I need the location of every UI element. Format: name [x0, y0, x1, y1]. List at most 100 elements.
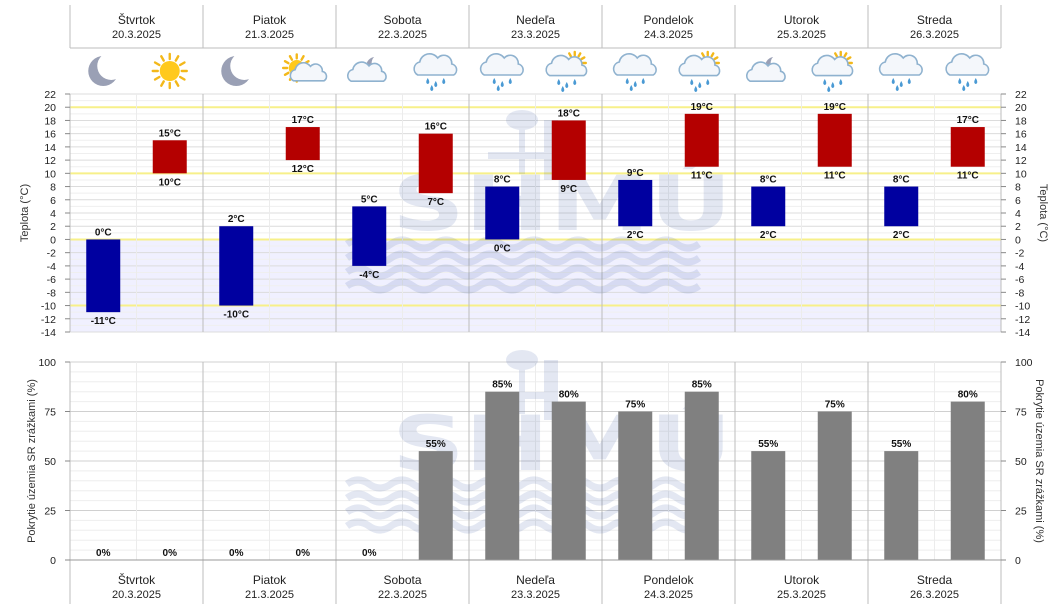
day-precip-bar	[418, 451, 453, 560]
day-date-top: 21.3.2025	[245, 29, 294, 41]
cloud-shape	[479, 53, 524, 76]
temp-tick-label-right: 8	[1015, 182, 1021, 194]
temp-tick-label-right: 18	[1015, 115, 1027, 127]
temp-tick-label-right: -6	[1015, 274, 1024, 286]
rain-drop	[698, 82, 702, 88]
night-precip-label: 0%	[96, 548, 111, 559]
temp-tick-label-left: 10	[44, 168, 56, 180]
rain-drop	[966, 81, 970, 87]
precip-tick-label-right: 0	[1015, 555, 1021, 567]
day-date-bottom: 20.3.2025	[112, 589, 161, 601]
day-temp-bar	[817, 113, 852, 167]
temp-tick-label-left: 8	[50, 182, 56, 194]
rain-drop	[895, 85, 899, 91]
rain-drop	[974, 78, 978, 84]
rain-drop	[891, 78, 895, 84]
day-date-top: 25.3.2025	[777, 29, 826, 41]
night-precip-bar	[618, 411, 653, 560]
precip-tick-label-left: 50	[44, 456, 56, 468]
sun-ray	[160, 80, 165, 87]
sun-ray	[300, 55, 305, 61]
sun-ray	[580, 56, 586, 61]
rain-drop	[557, 79, 561, 85]
temp-tick-label-left: 12	[44, 155, 56, 167]
night-max-label: 8°C	[760, 175, 777, 186]
day-temp-bar	[152, 140, 187, 174]
temp-tick-label-right: 6	[1015, 195, 1021, 207]
sun-ray	[577, 52, 582, 58]
sun-rain-cloud-icon	[811, 50, 854, 92]
day-max-label: 16°C	[425, 122, 447, 133]
watermark-wave	[344, 278, 702, 294]
rain-drop	[827, 86, 831, 92]
sun-disc	[159, 61, 180, 81]
day-name-top: Piatok	[253, 13, 287, 27]
temp-tick-label-left: 18	[44, 115, 56, 127]
day-min-label: 11°C	[824, 171, 846, 182]
night-min-label: 0°C	[494, 243, 511, 254]
day-date-top: 22.3.2025	[378, 29, 427, 41]
rain-drop	[706, 79, 710, 85]
watermark-cup	[506, 110, 538, 130]
cloud-shape	[811, 54, 854, 77]
day-name-top: Utorok	[784, 13, 820, 27]
temp-tick-label-right: -4	[1015, 261, 1024, 273]
rain-drop	[426, 78, 430, 84]
temp-tick-label-right: 0	[1015, 234, 1021, 246]
rain-drop	[573, 79, 577, 85]
night-precip-label: 85%	[492, 380, 512, 391]
day-name-bottom: Streda	[917, 573, 953, 587]
sun-ray	[178, 61, 186, 67]
night-precip-label: 55%	[758, 439, 778, 450]
night-max-label: 5°C	[361, 194, 378, 205]
night-max-label: 8°C	[494, 175, 511, 186]
night-precip-label: 0%	[362, 548, 377, 559]
night-min-label: -4°C	[359, 270, 379, 281]
day-min-label: 11°C	[691, 171, 713, 182]
sun-ray	[843, 52, 848, 58]
temp-tick-label-left: 6	[50, 195, 56, 207]
rain-cloud-icon	[945, 53, 990, 91]
watermark-wave	[344, 236, 702, 252]
rain-drop	[629, 85, 633, 91]
night-temp-bar	[219, 226, 254, 306]
day-precip-bar	[684, 391, 719, 560]
cloud-shape	[545, 54, 588, 77]
temp-axis-title-right: Teplota (°C)	[1037, 184, 1049, 242]
day-headers: Štvrtok 20.3.2025 Štvrtok 20.3.2025 Piatok 21…	[112, 12, 959, 601]
sun-ray	[153, 61, 161, 67]
night-temp-bar	[884, 186, 919, 227]
day-min-label: 11°C	[957, 171, 979, 182]
rain-drop	[442, 78, 446, 84]
watermark-arm	[488, 152, 556, 159]
moon-cloud-icon	[746, 54, 788, 82]
day-name-bottom: Utorok	[784, 573, 820, 587]
rain-drop	[694, 86, 698, 92]
day-max-label: 17°C	[292, 115, 314, 126]
weather-icons	[88, 50, 990, 92]
sun-ray	[160, 55, 165, 62]
rain-drop	[434, 81, 438, 87]
day-precip-bar	[817, 411, 852, 560]
watermark-wave	[344, 250, 702, 266]
day-name-bottom: Nedeľa	[516, 573, 555, 587]
day-date-bottom: 21.3.2025	[245, 589, 294, 601]
precip-tick-label-right: 75	[1015, 407, 1027, 419]
day-temp-bar	[684, 113, 719, 167]
watermark-arm	[488, 392, 556, 399]
temp-tick-label-right: -14	[1015, 327, 1030, 339]
night-precip-label: 55%	[891, 439, 911, 450]
night-min-label: 2°C	[760, 230, 777, 241]
day-date-top: 23.3.2025	[511, 29, 560, 41]
precip-tick-label-right: 50	[1015, 456, 1027, 468]
temp-tick-label-left: 2	[50, 221, 56, 233]
rain-cloud-icon	[479, 53, 524, 91]
day-max-label: 15°C	[159, 128, 181, 139]
day-min-label: 12°C	[292, 164, 314, 175]
night-min-label: -10°C	[223, 310, 249, 321]
precip-tick-label-left: 75	[44, 407, 56, 419]
precip-axis-title-right: Pokrytie územia SR zrážkami (%)	[1033, 379, 1045, 543]
cloud-shape	[945, 53, 990, 76]
day-date-bottom: 26.3.2025	[910, 589, 959, 601]
